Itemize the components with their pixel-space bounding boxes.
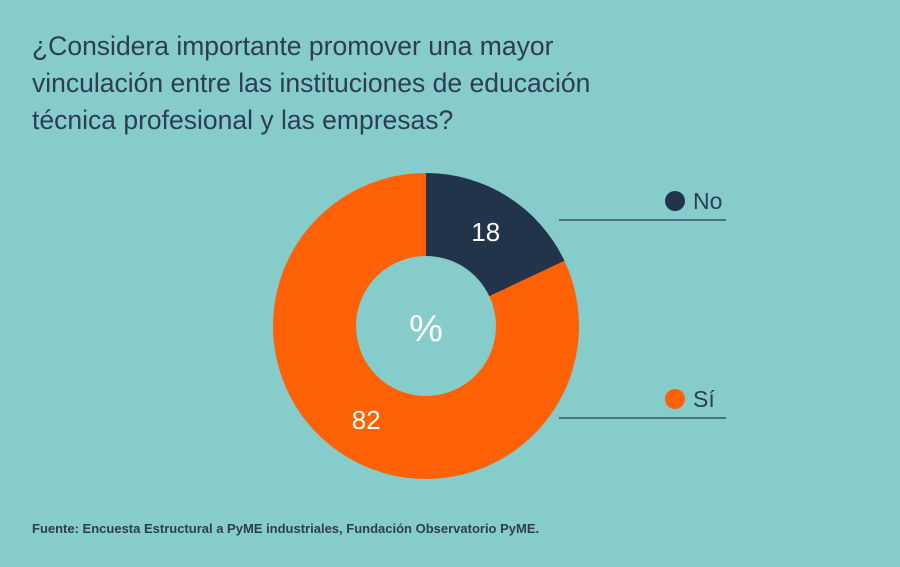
slice-si bbox=[273, 173, 579, 479]
legend-item-si: Sí bbox=[559, 386, 726, 419]
center-percent-label: % bbox=[409, 308, 443, 350]
value-label-si: 82 bbox=[352, 405, 381, 435]
legend-label: No bbox=[693, 188, 722, 214]
legend-label: Sí bbox=[693, 386, 715, 412]
slice-no bbox=[426, 173, 565, 297]
legend-item-no: No bbox=[559, 188, 726, 221]
value-label-no: 18 bbox=[471, 217, 500, 247]
chart-title: ¿Considera importante promover una mayor… bbox=[32, 31, 591, 135]
source-note: Fuente: Encuesta Estructural a PyME indu… bbox=[32, 521, 540, 536]
legend-marker bbox=[665, 191, 685, 211]
legend-marker bbox=[665, 389, 685, 409]
legend: No Sí bbox=[559, 188, 726, 419]
donut-slices bbox=[273, 173, 579, 479]
